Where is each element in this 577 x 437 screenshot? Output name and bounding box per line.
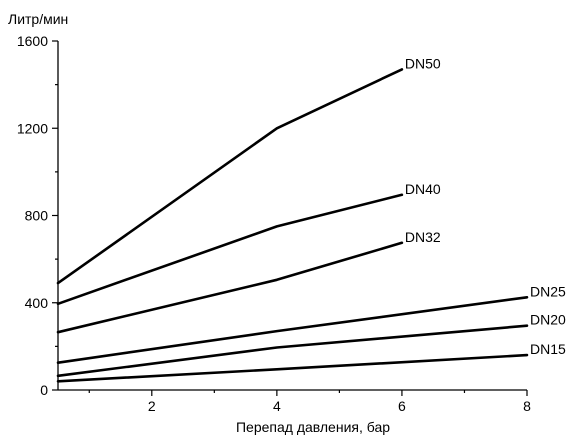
x-tick-label: 4	[273, 398, 281, 414]
y-tick-label: 400	[25, 295, 49, 311]
series-label-dn50: DN50	[405, 55, 441, 71]
x-axis-title: Перепад давления, бар	[236, 419, 390, 435]
series-label-dn32: DN32	[405, 229, 441, 245]
series-line-dn32	[58, 243, 402, 332]
series-label-dn40: DN40	[405, 181, 441, 197]
series-label-dn15: DN15	[530, 341, 566, 357]
series-line-dn50	[58, 69, 402, 283]
x-tick-label: 6	[398, 398, 406, 414]
y-tick-label: 0	[40, 382, 48, 398]
series-line-dn40	[58, 195, 402, 304]
series-line-dn25	[58, 297, 527, 362]
y-tick-label: 1600	[17, 33, 48, 49]
y-axis-title: Литр/мин	[8, 11, 68, 27]
y-tick-label: 800	[25, 208, 49, 224]
series-group: DN50 DN40 DN32 DN25 DN20 DN15	[58, 55, 566, 381]
x-tick-label: 2	[148, 398, 156, 414]
series-line-dn15	[58, 355, 527, 381]
series-label-dn20: DN20	[530, 312, 566, 328]
series-label-dn25: DN25	[530, 283, 566, 299]
y-tick-label: 1200	[17, 120, 48, 136]
x-tick-label: 8	[523, 398, 531, 414]
